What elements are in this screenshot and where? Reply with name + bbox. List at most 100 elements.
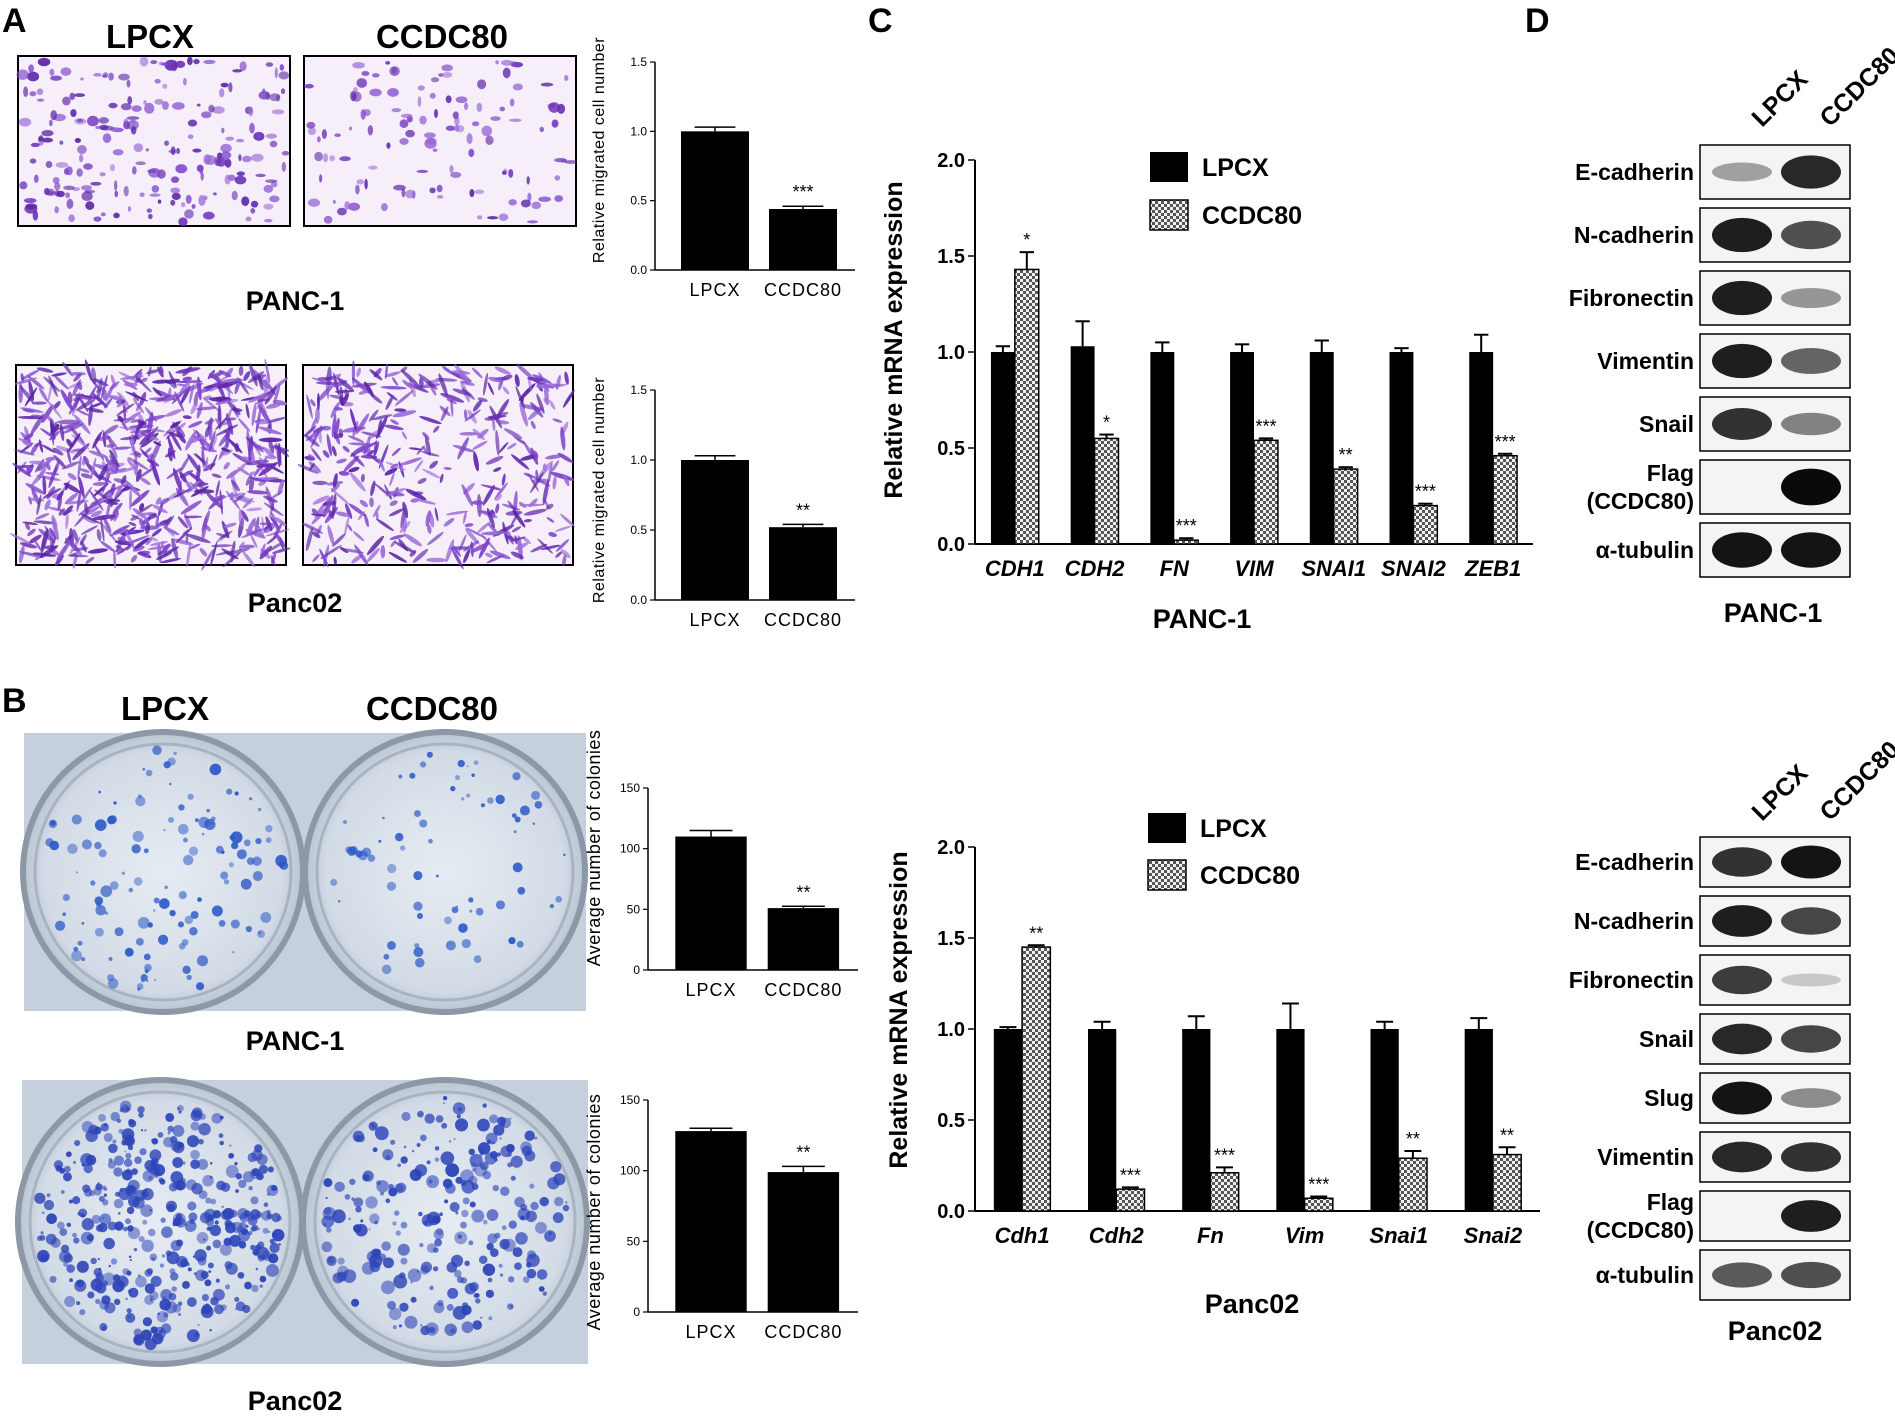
cell-mark: [204, 419, 215, 425]
cell-mark: [512, 83, 523, 91]
cell-mark: [215, 414, 230, 430]
cell-mark: [441, 71, 453, 78]
colony-mark: [238, 1229, 250, 1242]
colony-mark: [211, 1112, 223, 1124]
cell-mark: [342, 426, 366, 433]
colony-mark: [234, 1162, 238, 1166]
x-tick-label: Fn: [1197, 1223, 1224, 1248]
cell-mark: [238, 154, 242, 162]
significance-label: **: [1500, 1125, 1514, 1145]
colony-mark: [437, 1299, 444, 1307]
cell-mark: [127, 96, 133, 105]
cell-mark: [523, 519, 532, 523]
colony-mark: [507, 1303, 514, 1310]
cell-mark: [281, 161, 286, 172]
colony-mark: [444, 1199, 449, 1204]
colony-mark: [132, 830, 144, 843]
cell-mark: [13, 449, 35, 456]
y-tick-label: 1.5: [630, 383, 647, 397]
cell-mark: [360, 473, 365, 483]
colony-mark: [117, 1211, 121, 1215]
cell-mark: [173, 488, 191, 498]
colony-mark: [180, 1177, 186, 1184]
cell-mark: [74, 93, 86, 98]
cell-mark: [60, 67, 72, 76]
cell-mark: [471, 367, 483, 379]
colony-mark: [211, 905, 223, 917]
cell-mark: [554, 525, 572, 532]
cell-mark: [199, 386, 212, 394]
colony-mark: [387, 941, 396, 950]
colony-mark: [103, 1193, 108, 1197]
cell-mark: [118, 395, 122, 407]
legend-label-ccdc80: CCDC80: [1200, 862, 1300, 890]
cell-mark: [65, 192, 71, 199]
cell-mark: [399, 138, 409, 145]
cell-mark: [344, 503, 353, 519]
colony-mark: [97, 1257, 101, 1261]
colony-mark: [419, 819, 428, 828]
colony-mark: [49, 1275, 57, 1283]
migration-image-panc02-lpcx: [9, 358, 291, 571]
cell-mark: [176, 430, 186, 444]
colony-mark: [500, 1145, 512, 1158]
colony-mark: [190, 1159, 200, 1170]
cell-mark: [113, 549, 116, 569]
bar-lpcx: [1464, 1029, 1493, 1211]
cell-mark: [74, 509, 90, 527]
colony-mark: [153, 897, 160, 904]
cell-mark: [245, 216, 252, 222]
colony-mark: [58, 1250, 72, 1263]
cell-mark: [371, 414, 393, 421]
cell-mark: [386, 392, 398, 401]
colony-mark: [117, 1276, 129, 1288]
colony-mark: [420, 1265, 430, 1275]
colony-mark: [360, 1219, 364, 1223]
cell-mark: [352, 531, 365, 542]
cell-mark: [350, 90, 357, 102]
bar-lpcx: [993, 1029, 1023, 1211]
blot-band: [1781, 468, 1841, 506]
colony-mark: [373, 1248, 382, 1257]
colony-mark: [563, 853, 566, 857]
colony-mark: [131, 844, 141, 854]
colony-mark: [435, 1228, 444, 1236]
cell-mark: [527, 473, 539, 492]
significance-label: ***: [1495, 432, 1516, 452]
cell-mark: [144, 102, 155, 114]
cell-mark: [186, 480, 200, 493]
cell-mark: [196, 103, 201, 107]
colony-mark: [123, 1226, 128, 1232]
cell-mark: [322, 450, 330, 458]
cell-mark: [223, 462, 230, 470]
cell-mark: [454, 124, 460, 132]
bar: [769, 527, 837, 600]
colony-mark: [376, 1180, 389, 1193]
colony-mark: [98, 1113, 106, 1122]
blot-band: [1781, 532, 1841, 568]
cell-mark: [347, 524, 353, 532]
colony-mark: [499, 1238, 510, 1250]
cell-mark: [477, 521, 491, 533]
cell-mark: [45, 462, 51, 471]
cell-mark: [481, 531, 500, 536]
cell-mark: [418, 373, 438, 390]
colony-mark: [338, 900, 341, 903]
colony-mark: [83, 1188, 93, 1197]
cell-mark: [538, 196, 552, 202]
cell-mark: [117, 415, 124, 423]
cell-mark: [237, 467, 251, 477]
colony-mark: [381, 1241, 391, 1251]
cell-mark: [372, 73, 380, 78]
colony-mark: [172, 1157, 184, 1168]
significance-label: *: [1023, 230, 1030, 250]
colony-mark: [242, 1171, 255, 1183]
colony-mark: [404, 1315, 418, 1329]
x-tick-label: Snai1: [1369, 1223, 1428, 1248]
cell-mark: [149, 193, 161, 197]
colony-mark: [349, 1178, 356, 1185]
y-axis-label: Relative mRNA expression: [885, 851, 913, 1168]
bar: [767, 908, 840, 970]
cell-mark: [399, 119, 409, 128]
cell-mark: [335, 511, 350, 517]
